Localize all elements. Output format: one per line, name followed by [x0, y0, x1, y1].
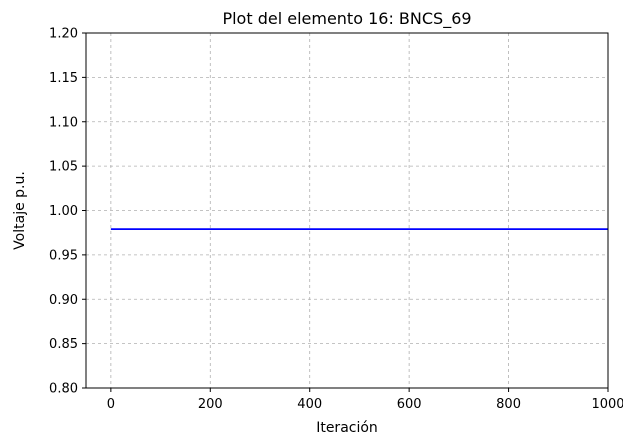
ticks: 0 200 400 600 800 1000 0.80 0.85 0.90 0.95 1.00 1.0… [49, 27, 623, 413]
x-axis-label: Iteración [316, 420, 378, 436]
y-axis-label: Voltaje p.u. [12, 171, 28, 250]
grid [86, 32, 609, 389]
x-tick-label: 200 [198, 397, 223, 412]
y-tick-label: 1.00 [49, 204, 78, 219]
y-tick-label: 1.05 [49, 160, 78, 175]
y-tick-label: 0.85 [49, 337, 78, 352]
x-tick-label: 800 [496, 397, 521, 412]
x-tick-label: 1000 [591, 397, 623, 412]
y-tick-label: 0.80 [49, 382, 78, 397]
x-tick-label: 0 [107, 397, 115, 412]
y-tick-label: 0.95 [49, 248, 78, 263]
x-tick-label: 400 [297, 397, 322, 412]
y-tick-label: 1.10 [49, 115, 78, 130]
y-tick-label: 1.20 [49, 27, 78, 42]
chart-title: Plot del elemento 16: BNCS_69 [222, 9, 471, 29]
y-tick-label: 0.90 [49, 293, 78, 308]
y-tick-label: 1.15 [49, 71, 78, 86]
x-tick-label: 600 [397, 397, 422, 412]
